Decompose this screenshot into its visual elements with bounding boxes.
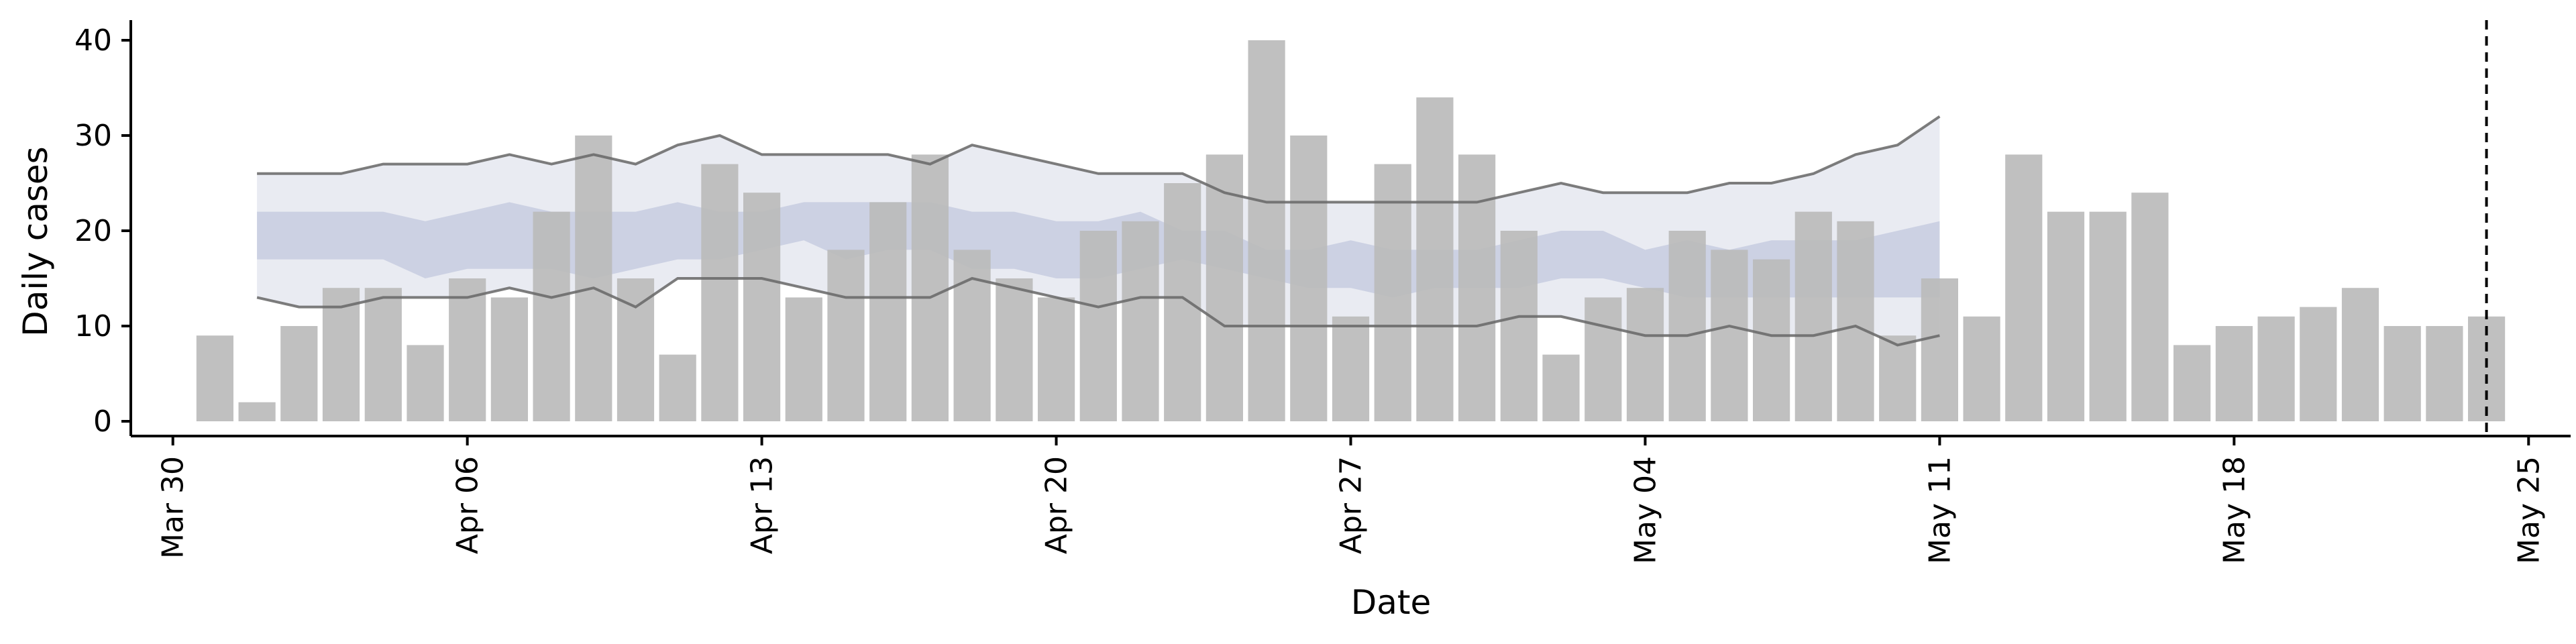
lower-interval-line [256,276,1940,347]
bar [701,164,739,421]
bar [1921,278,1958,421]
bar [743,193,781,421]
bar [2005,154,2043,421]
bar [659,354,696,421]
x-tick-label: Apr 13 [745,456,780,554]
bar [1542,354,1580,421]
axes: 0 10 20 30 40 Mar 30 Apr 06 Apr 13 Apr 20 Apr 27… [74,20,2571,564]
bar [1837,221,1874,421]
bar [575,136,612,421]
bar [1332,316,1370,421]
y-tick-label: 10 [74,309,112,343]
bar [490,297,528,421]
bar [322,288,360,421]
bar [1038,297,1075,421]
bar [1458,154,1496,421]
bar [785,297,822,421]
bar [2257,316,2295,421]
bar [911,154,949,421]
bar [1626,288,1664,421]
bar [2215,326,2253,421]
bar-series [196,40,2506,421]
x-axis-title: Date [1351,583,1432,622]
bar [280,326,318,421]
bar [1374,164,1411,421]
bar [1205,154,1243,421]
bar [1500,231,1538,421]
bar [2426,326,2463,421]
bar [996,278,1033,421]
bar [1122,221,1159,421]
bar [1416,97,1454,421]
x-tick-label: May 25 [2512,456,2546,564]
bar [953,250,991,421]
bar [2047,211,2085,421]
bar [1290,136,1328,421]
bar [2131,193,2169,421]
x-axis-ticks: Mar 30 Apr 06 Apr 13 Apr 20 Apr 27 May 04 May … [156,436,2546,564]
y-tick-label: 30 [74,119,112,153]
bar [407,345,444,421]
bar [449,278,486,421]
bar [2300,307,2337,421]
bar [1879,335,1917,421]
bar [1164,183,1201,421]
bar [2341,288,2379,421]
bar [1711,250,1748,421]
x-tick-label: Apr 20 [1040,456,1074,554]
bar [2089,211,2127,421]
bar [196,335,233,421]
y-tick-label: 0 [93,405,112,439]
x-tick-label: Mar 30 [156,456,191,559]
bar [2174,345,2211,421]
y-tick-label: 20 [74,214,112,248]
y-tick-label: 40 [74,23,112,58]
y-axis-title: Daily cases [16,146,55,336]
upper-interval-line [257,115,1941,204]
x-tick-label: Apr 06 [451,456,485,554]
x-tick-label: Apr 27 [1334,456,1368,554]
bar [1079,231,1117,421]
bar [1794,211,1832,421]
y-axis-ticks: 0 10 20 30 40 [74,23,131,439]
bar [827,250,865,421]
bar [1248,40,1285,421]
bar [533,211,570,421]
x-tick-label: May 11 [1923,456,1957,564]
x-tick-label: May 04 [1628,456,1662,564]
bar [1668,231,1706,421]
bar [1585,297,1622,421]
x-tick-label: May 18 [2217,456,2251,564]
bar [869,202,907,421]
bar [1753,259,1790,421]
bar [364,288,402,421]
bar [1963,316,2000,421]
bar [2383,326,2421,421]
bar [238,402,276,421]
interval-lines [256,115,1941,347]
